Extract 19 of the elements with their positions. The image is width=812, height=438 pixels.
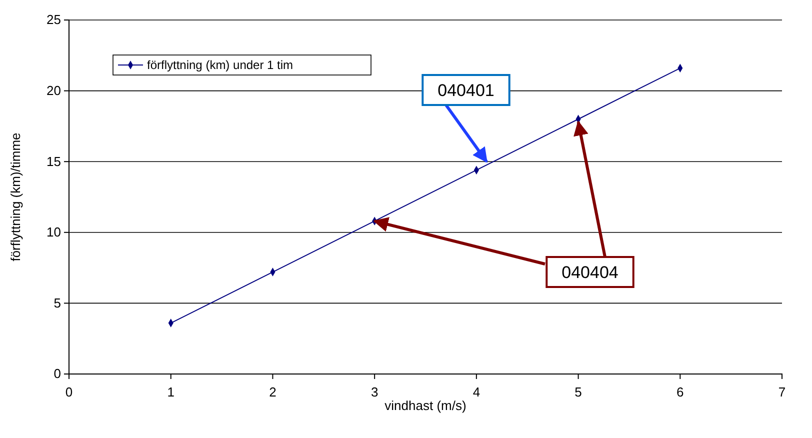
x-tick-label: 5 bbox=[574, 384, 582, 400]
x-tick-label: 2 bbox=[269, 384, 276, 400]
legend-label: förflyttning (km) under 1 tim bbox=[147, 58, 294, 72]
x-tick-label: 4 bbox=[472, 384, 480, 400]
x-tick-label: 7 bbox=[778, 384, 786, 400]
y-tick-label: 10 bbox=[46, 224, 61, 240]
x-axis-title: vindhast (m/s) bbox=[384, 398, 466, 413]
annotation: 040404 bbox=[562, 263, 618, 282]
annotation: 040401 bbox=[438, 81, 494, 100]
y-tick-label: 25 bbox=[46, 12, 61, 28]
y-tick-label: 0 bbox=[54, 366, 61, 382]
y-tick-label: 15 bbox=[46, 154, 61, 169]
x-tick-label: 6 bbox=[676, 384, 684, 400]
x-tick-label: 0 bbox=[65, 384, 73, 400]
y-tick-label: 5 bbox=[54, 295, 61, 310]
x-tick-label: 3 bbox=[370, 384, 378, 400]
x-tick-label: 1 bbox=[167, 384, 174, 400]
y-axis-title: förflyttning (km)/timme bbox=[8, 132, 23, 262]
y-tick-label: 20 bbox=[46, 82, 61, 98]
